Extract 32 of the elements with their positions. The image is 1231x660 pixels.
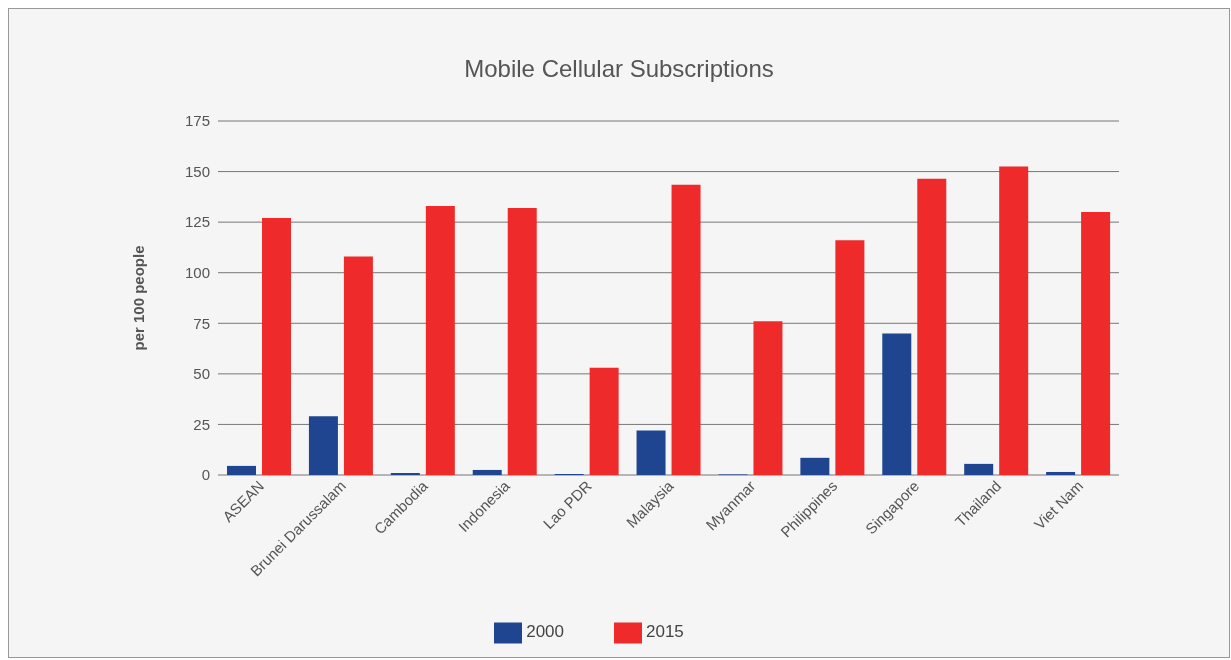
bar [671, 184, 701, 475]
y-tick-label: 25 [193, 415, 210, 433]
y-tick-label: 0 [201, 466, 210, 484]
bar [800, 457, 830, 475]
bar [1046, 471, 1076, 475]
y-tick-label: 175 [184, 112, 210, 130]
y-tick-label: 50 [193, 365, 210, 383]
bar [472, 469, 502, 475]
bar [636, 430, 666, 475]
bar [589, 367, 619, 475]
bar [999, 166, 1029, 475]
bar [308, 416, 338, 475]
bar [425, 205, 455, 475]
bar [262, 218, 292, 475]
bar [753, 321, 783, 475]
bar [964, 463, 994, 475]
bar [343, 256, 373, 475]
y-tick-label: 75 [193, 314, 210, 332]
legend-label: 2000 [526, 622, 564, 642]
chart-title: Mobile Cellular Subscriptions [463, 55, 775, 83]
bar [1081, 212, 1111, 475]
y-axis-title: per 100 people [130, 245, 148, 351]
y-tick-label: 150 [184, 162, 210, 180]
y-tick-label: 100 [184, 264, 210, 282]
bar [507, 207, 537, 475]
bar [227, 465, 257, 475]
bar [835, 240, 865, 475]
y-tick-label: 125 [184, 213, 210, 231]
bar [917, 178, 947, 475]
bar [882, 333, 912, 475]
bar [390, 472, 420, 475]
legend-label: 2015 [646, 622, 684, 642]
